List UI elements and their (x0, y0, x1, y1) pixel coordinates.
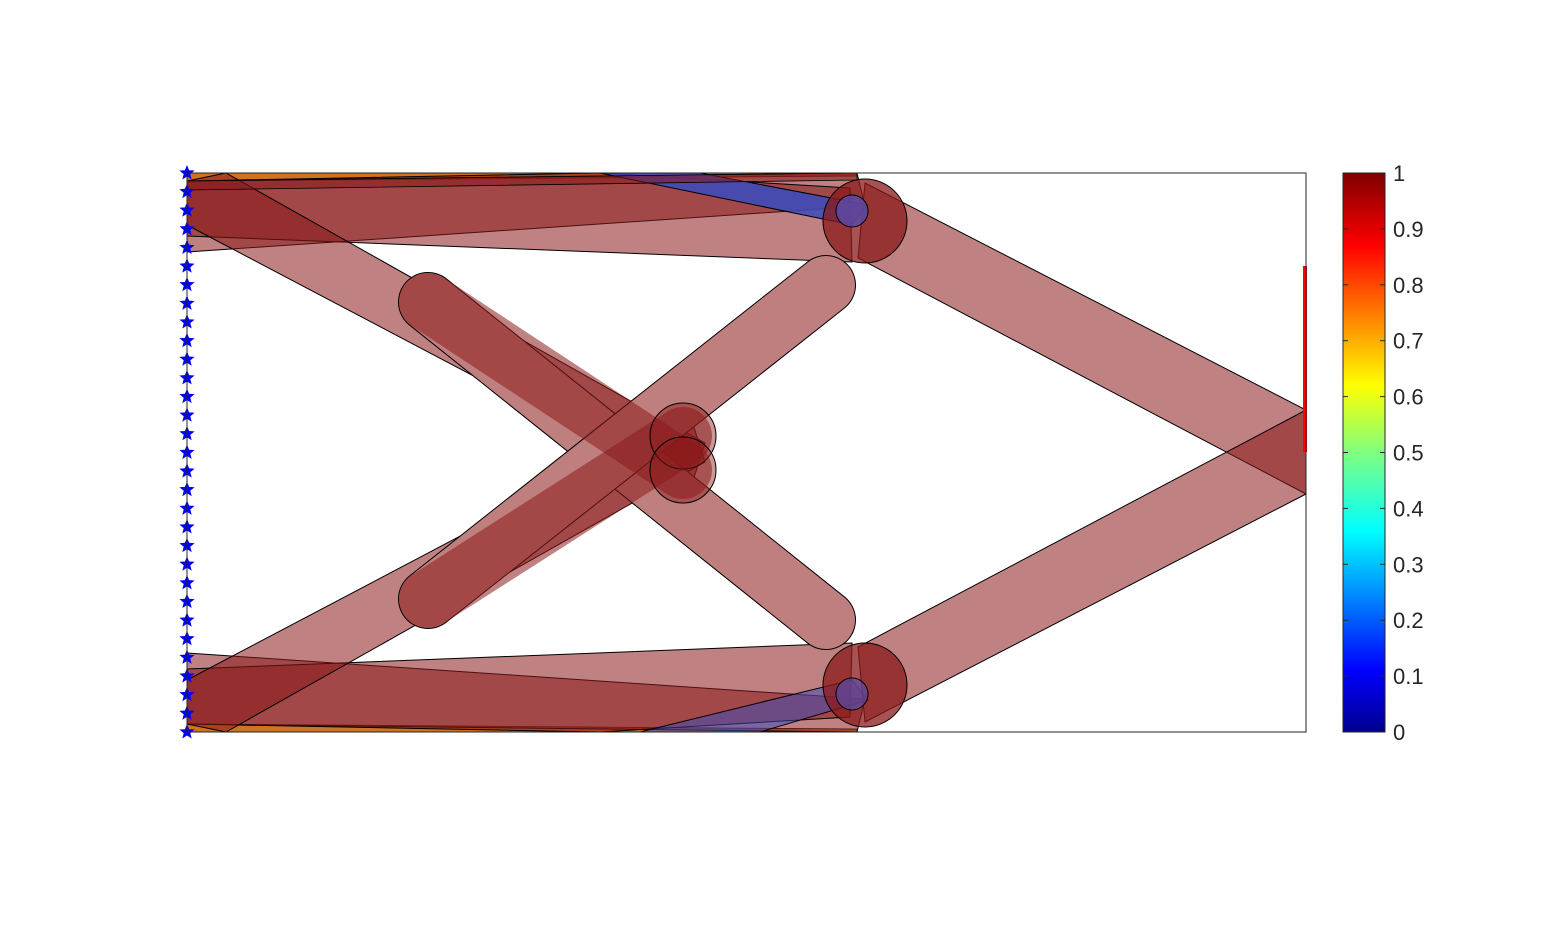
colorbar-tick-label: 0.7 (1393, 329, 1424, 354)
plot-frame (186, 172, 1307, 733)
colorbar-tick-label: 0.9 (1393, 217, 1424, 242)
node-center-upper (649, 402, 717, 470)
colorbar-tick-label: 0.4 (1393, 496, 1424, 521)
member-capsule-overlay-b (399, 407, 712, 628)
node-top-inner (835, 194, 869, 228)
capsule-members (398, 255, 856, 650)
colorbar-tick-label: 1 (1393, 161, 1405, 186)
joint-nodes (822, 178, 908, 728)
support-marker (179, 165, 195, 180)
colorbar-tick-label: 0.1 (1393, 664, 1424, 689)
colorbar-gradient (1342, 172, 1386, 733)
colorbar: 0 0.1 0.2 0.3 0.4 0.5 0.6 0.7 0.8 0.9 1 (1342, 161, 1424, 745)
colorbar-tick-label: 0.6 (1393, 385, 1424, 410)
colorbar-tick-label: 0.5 (1393, 441, 1424, 466)
node-center-lower (649, 436, 717, 504)
colorbar-tick-label: 0.3 (1393, 552, 1424, 577)
colorbar-tick-label: 0.8 (1393, 273, 1424, 298)
colorbar-tick-label: 0.2 (1393, 608, 1424, 633)
colorbar-tick-label: 0 (1393, 720, 1405, 745)
node-bottom-inner (835, 677, 869, 711)
colorbar-ticks: 0 0.1 0.2 0.3 0.4 0.5 0.6 0.7 0.8 0.9 1 (1343, 161, 1424, 745)
